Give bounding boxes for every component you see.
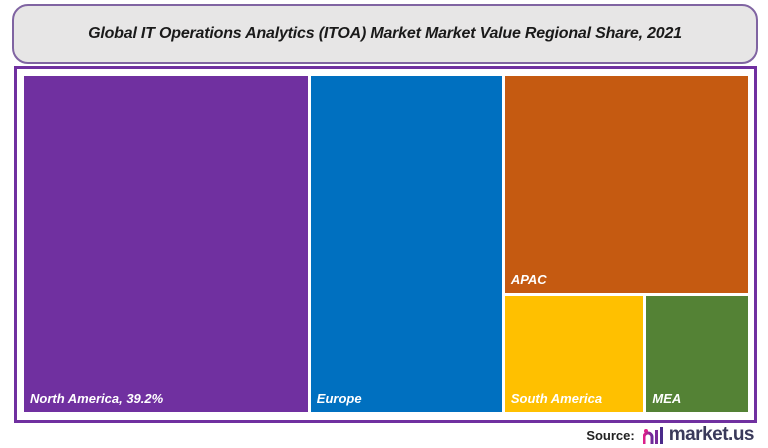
- treemap-tile-apac: APAC: [504, 76, 748, 294]
- market-us-logo: market.us: [642, 424, 755, 446]
- chart-title-box: Global IT Operations Analytics (ITOA) Ma…: [12, 4, 758, 64]
- treemap-plot: North America, 39.2% Europe APAC South Amer…: [24, 76, 748, 412]
- tile-label: MEA: [652, 390, 682, 406]
- tile-label: Europe: [316, 391, 362, 406]
- tile-label: North America, 39.2%: [30, 391, 164, 406]
- brand-name: market.us: [668, 424, 755, 445]
- treemap-tile-europe: Europe: [310, 76, 502, 412]
- chart-frame: [14, 66, 757, 423]
- tile-label: South America: [510, 390, 603, 406]
- treemap-tile-mea: MEA: [646, 296, 748, 412]
- source-attribution: Source: market.us: [586, 424, 754, 446]
- market-us-logo-icon: [642, 427, 663, 444]
- treemap-tile-north-america: North America, 39.2%: [24, 76, 308, 412]
- chart-title: Global IT Operations Analytics (ITOA) Ma…: [88, 25, 682, 42]
- treemap-tile-south-america: South America: [504, 296, 644, 412]
- source-label: Source:: [586, 427, 635, 443]
- tile-label: APAC: [510, 272, 547, 288]
